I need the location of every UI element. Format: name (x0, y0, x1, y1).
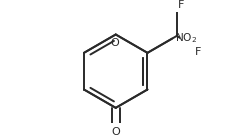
Text: O: O (111, 127, 120, 137)
Text: F: F (178, 0, 185, 10)
Text: NO$_2$: NO$_2$ (175, 31, 197, 45)
Text: O: O (110, 38, 119, 48)
Text: F: F (195, 47, 201, 57)
